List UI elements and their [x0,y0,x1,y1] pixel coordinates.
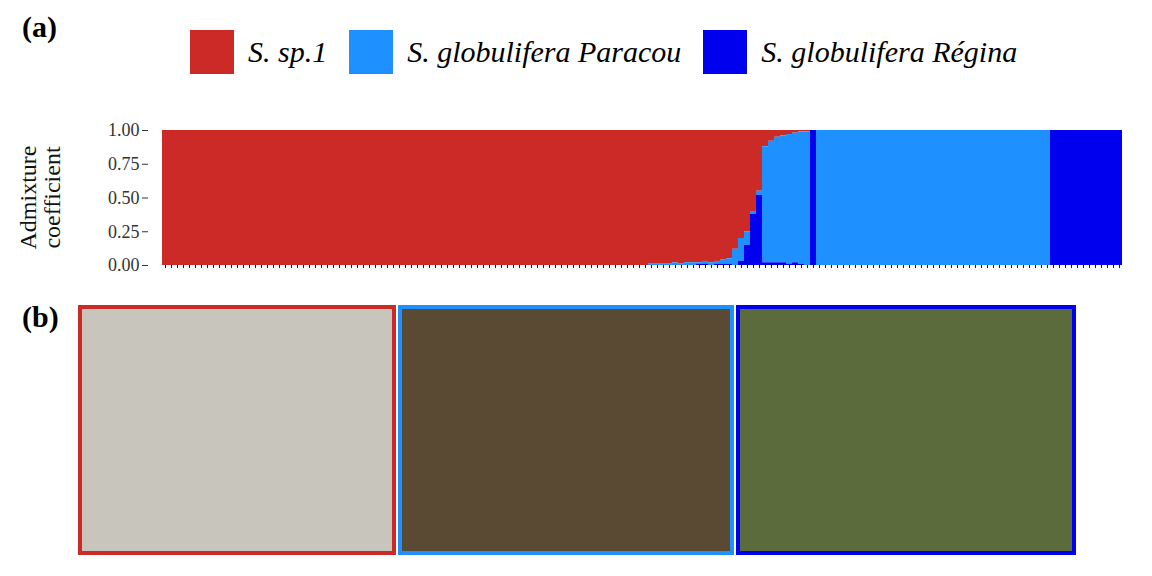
svg-text:0.25: 0.25 [108,222,140,242]
svg-text:0.00: 0.00 [108,255,140,275]
html-text:S. globulifera Paracou: S. globulifera Paracou [407,35,682,68]
html-text:S. globulifera Régina: S. globulifera Régina [761,35,1018,68]
html-text:(a): (a) [22,10,57,43]
html-text:(b): (b) [22,300,59,333]
svg-text:Admixturecoefficient: Admixturecoefficient [15,146,65,250]
svg-text:0.75: 0.75 [108,154,140,174]
svg-text:1.00: 1.00 [108,120,140,140]
html-text:S. sp.1: S. sp.1 [248,35,328,68]
svg-text:0.50: 0.50 [108,188,140,208]
